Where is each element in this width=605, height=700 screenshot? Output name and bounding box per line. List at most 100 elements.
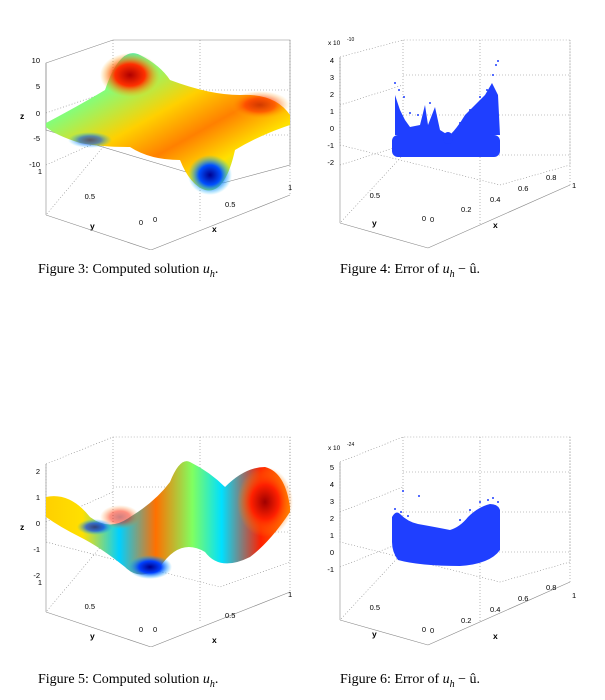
z-tick: 2 (330, 514, 334, 523)
axes-box (45, 39, 291, 250)
z-tick: 4 (330, 480, 334, 489)
figure-6-plot: x 10 -24 5 4 3 2 1 0 -1 0.5 0 y 0 0.2 0.… (300, 432, 595, 647)
caption-prefix: Figure 3: (38, 262, 93, 277)
caption-prefix: Figure 4: (340, 262, 395, 277)
z-tick: 3 (330, 73, 334, 82)
caption-prefix: Figure 5: (38, 672, 93, 687)
error-scatter (392, 504, 500, 566)
z-tick: 5 (330, 463, 334, 472)
z-ticks: 2 1 0 -1 -2 (33, 467, 40, 580)
z-tick: 3 (330, 497, 334, 506)
x-tick: 1 (572, 591, 576, 600)
x-tick: 0 (153, 215, 157, 224)
figure-5-svg: 2 1 0 -1 -2 z 1 0.5 0 y 0 0.5 1 x (20, 436, 293, 647)
x-tick: 1 (288, 590, 292, 599)
x-tick: 1 (288, 183, 292, 192)
caption-text: Error of (394, 262, 443, 277)
error-scatter (392, 83, 500, 157)
z-tick: -5 (33, 134, 40, 143)
x-tick: 0 (430, 215, 434, 224)
y-axis-label: y (372, 218, 377, 228)
z-tick: -1 (33, 545, 40, 554)
z-tick: 1 (330, 107, 334, 116)
x-tick: 0 (430, 626, 434, 635)
y-ticks: 0.5 0 (370, 603, 426, 634)
figure-3-svg: 10 5 0 -5 -10 z 1 0.5 0 y 0 0.5 1 x (20, 39, 292, 250)
error-scatter-dots (394, 60, 499, 124)
x-axis-label: x (212, 635, 217, 645)
figure-3-caption: Figure 3: Computed solution uh. (38, 262, 218, 280)
figure-5-plot: 2 1 0 -1 -2 z 1 0.5 0 y 0 0.5 1 x (10, 432, 300, 647)
caption-math: u (442, 672, 450, 687)
z-tick: 10 (32, 56, 40, 65)
caption-math: u (442, 262, 450, 277)
y-tick: 0.5 (85, 602, 95, 611)
z-ticks: 5 4 3 2 1 0 -1 (327, 463, 334, 574)
y-tick: 0 (139, 625, 143, 634)
y-tick: 0.5 (370, 603, 380, 612)
figure-6-caption: Figure 6: Error of uh − û. (340, 672, 480, 690)
y-tick: 0 (422, 625, 426, 634)
exponent-base: x 10 (328, 445, 341, 452)
z-tick: 4 (330, 56, 334, 65)
z-tick: -10 (29, 160, 40, 169)
x-ticks: 0 0.5 1 (153, 590, 292, 634)
caption-sub: h (449, 268, 455, 280)
x-axis-label: x (212, 224, 217, 234)
exponent-power: -10 (347, 37, 354, 43)
z-tick: 0 (36, 109, 40, 118)
caption-text: Computed solution (92, 262, 203, 277)
exponent-power: -24 (347, 442, 354, 448)
z-tick: -2 (327, 158, 334, 167)
z-tick: 0 (36, 519, 40, 528)
x-tick: 0.4 (490, 605, 500, 614)
x-tick: 0.5 (225, 200, 235, 209)
surface (46, 461, 293, 579)
y-ticks: 1 0.5 0 (38, 167, 143, 227)
exponent-label: x 10 -10 (328, 37, 354, 47)
figure-6-svg: x 10 -24 5 4 3 2 1 0 -1 0.5 0 y 0 0.2 0.… (327, 436, 576, 646)
x-axis-label: x (493, 220, 498, 230)
caption-text: Computed solution (92, 672, 203, 687)
caption-tail: . (214, 672, 219, 687)
y-tick: 0 (422, 214, 426, 223)
y-tick: 0.5 (85, 192, 95, 201)
caption-tail: − û. (454, 262, 481, 277)
caption-sub: h (449, 678, 455, 690)
x-axis-label: x (493, 631, 498, 641)
z-tick: -1 (327, 565, 334, 574)
caption-prefix: Figure 6: (340, 672, 395, 687)
z-tick: 2 (330, 90, 334, 99)
y-axis-label: y (372, 629, 377, 639)
caption-tail: − û. (454, 672, 481, 687)
x-tick: 0.4 (490, 195, 500, 204)
figure-3-plot: 10 5 0 -5 -10 z 1 0.5 0 y 0 0.5 1 x (10, 35, 300, 250)
y-ticks: 1 0.5 0 (38, 578, 143, 634)
x-tick: 0.2 (461, 616, 471, 625)
z-axis-label: z (20, 522, 24, 532)
z-tick: 1 (330, 531, 334, 540)
caption-math: u (202, 262, 210, 277)
caption-tail: . (214, 262, 219, 277)
z-axis-label: z (20, 111, 24, 121)
y-ticks: 0.5 0 (370, 191, 426, 223)
exponent-base: x 10 (328, 40, 341, 47)
x-tick: 0.8 (546, 583, 556, 592)
z-tick: 0 (330, 124, 334, 133)
y-axis-label: y (90, 221, 95, 231)
x-tick: 0.5 (225, 611, 235, 620)
figure-4-caption: Figure 4: Error of uh − û. (340, 262, 480, 280)
z-tick: 1 (36, 493, 40, 502)
y-axis-label: y (90, 631, 95, 641)
caption-sub: h (209, 268, 215, 280)
x-tick: 0.6 (518, 184, 528, 193)
caption-math: u (202, 672, 210, 687)
exponent-label: x 10 -24 (328, 442, 354, 452)
z-tick: -2 (33, 571, 40, 580)
x-tick: 1 (572, 181, 576, 190)
y-tick: 1 (38, 167, 42, 176)
figure-5-caption: Figure 5: Computed solution uh. (38, 672, 218, 690)
caption-sub: h (209, 678, 215, 690)
figure-4-plot: x 10 -10 4 3 2 1 0 -1 -2 0.5 0 y 0 0.2 0… (300, 35, 595, 250)
figure-4-svg: x 10 -10 4 3 2 1 0 -1 -2 0.5 0 y 0 0.2 0… (327, 37, 576, 249)
